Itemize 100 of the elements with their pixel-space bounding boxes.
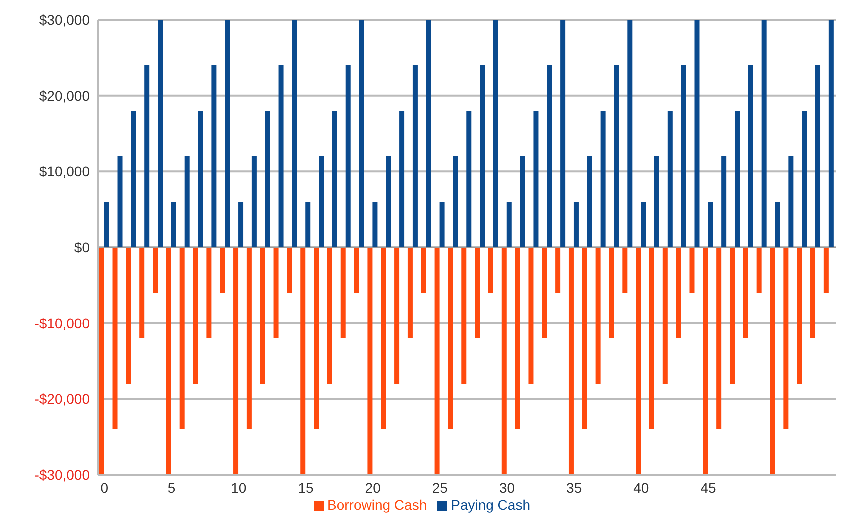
bar: [676, 248, 682, 338]
x-tick-label: 45: [700, 480, 717, 496]
bar: [292, 20, 298, 248]
y-tick-label: $10,000: [39, 164, 90, 180]
bar: [762, 20, 767, 248]
bar: [596, 248, 601, 384]
bar: [797, 248, 802, 384]
bar: [802, 111, 808, 248]
bar: [547, 66, 552, 248]
x-tick-label: 20: [365, 480, 382, 496]
bar: [574, 202, 579, 248]
bar: [694, 20, 700, 248]
bar: [560, 20, 566, 248]
bar: [212, 66, 217, 248]
y-tick-label: -$30,000: [34, 467, 90, 483]
bar: [381, 248, 386, 430]
bar: [252, 156, 257, 248]
y-tick-label: -$20,000: [34, 391, 90, 408]
bar: [238, 202, 244, 248]
bar: [582, 248, 588, 430]
bar: [386, 156, 392, 248]
bar: [816, 66, 821, 248]
bar: [306, 202, 311, 248]
bar: [748, 66, 754, 248]
x-tick-label: 35: [566, 480, 582, 496]
bar: [354, 248, 360, 293]
bar: [126, 248, 132, 384]
y-tick-label: $0: [74, 240, 90, 256]
bar: [600, 111, 606, 248]
bar: [775, 202, 780, 248]
bar: [104, 202, 110, 248]
bar: [770, 248, 776, 475]
bar: [184, 156, 190, 248]
bar: [453, 156, 458, 248]
bar: [784, 248, 789, 430]
bar: [198, 111, 204, 248]
bar: [180, 248, 185, 430]
bar: [641, 202, 646, 248]
bar: [654, 156, 660, 248]
bar: [475, 248, 480, 338]
bar: [662, 248, 668, 384]
bar: [234, 248, 239, 475]
bar: [193, 248, 198, 384]
bar: [743, 248, 748, 338]
bar: [440, 202, 445, 248]
bar: [636, 248, 642, 475]
bar: [426, 20, 432, 248]
bar: [412, 66, 418, 248]
bar: [144, 66, 150, 248]
bar: [681, 66, 686, 248]
bar: [327, 248, 332, 384]
bar: [668, 111, 673, 248]
legend-label: Paying Cash: [451, 497, 530, 513]
bar: [462, 248, 467, 384]
bar: [140, 248, 145, 338]
bar: [171, 202, 176, 248]
bar: [278, 66, 284, 248]
bar: [118, 156, 123, 248]
bar: [730, 248, 735, 384]
bar: [158, 20, 164, 248]
bar: [372, 202, 378, 248]
bar: [265, 111, 270, 248]
x-tick-label: 5: [168, 480, 176, 496]
bar: [421, 248, 426, 293]
bar: [394, 248, 400, 384]
bar: [528, 248, 534, 384]
bar: [153, 248, 158, 293]
bar: [708, 202, 714, 248]
bar: [722, 156, 727, 248]
bar: [99, 248, 104, 475]
bar: [260, 248, 266, 384]
bar: [287, 248, 292, 293]
bar: [628, 20, 633, 248]
bar: [810, 248, 816, 338]
bar: [690, 248, 695, 293]
bar: [332, 111, 338, 248]
x-tick-label: 30: [499, 480, 516, 496]
x-tick-label: 10: [231, 480, 247, 496]
bar: [246, 248, 252, 430]
bar: [609, 248, 614, 338]
bar: [542, 248, 548, 338]
bar: [359, 20, 364, 248]
bar: [556, 248, 561, 293]
bar: [614, 66, 620, 248]
y-tick-label: $20,000: [39, 88, 90, 104]
bar: [824, 248, 829, 293]
bar: [166, 248, 172, 475]
bar: [368, 248, 373, 475]
bar: [622, 248, 628, 293]
bar: [568, 248, 574, 475]
bar: [488, 248, 494, 293]
bar: [340, 248, 346, 338]
bar: [587, 156, 592, 248]
bar: [515, 248, 520, 430]
bar: [493, 20, 498, 248]
bar: [502, 248, 507, 475]
bar: [220, 248, 226, 293]
bar: [206, 248, 212, 338]
x-tick-label: 25: [432, 480, 448, 496]
bar: [649, 248, 654, 430]
